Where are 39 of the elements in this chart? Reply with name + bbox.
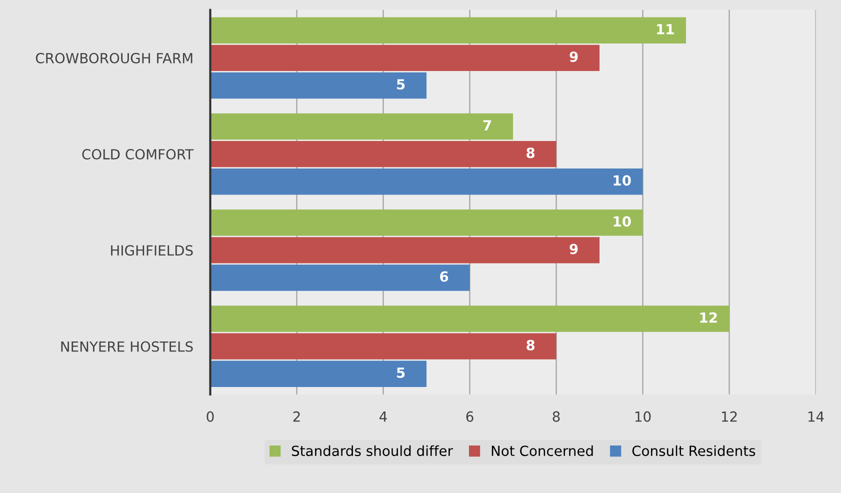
legend-label: Consult Residents (632, 445, 756, 456)
bar (210, 72, 427, 99)
data-label: 9 (570, 244, 578, 254)
data-label: 10 (614, 216, 631, 227)
data-label: 8 (526, 148, 535, 158)
x-tick-label: 10 (635, 411, 651, 422)
data-label: 5 (397, 368, 405, 378)
bar (210, 360, 427, 387)
bar (210, 237, 600, 264)
bar (210, 17, 686, 44)
data-label: 5 (397, 79, 405, 90)
x-tick-label: 6 (466, 411, 474, 422)
bar (210, 44, 600, 72)
legend-label: Standards should differ (292, 445, 453, 456)
bar (210, 168, 643, 195)
x-tick-label: 0 (206, 411, 214, 422)
x-tick-label: 8 (552, 411, 560, 422)
y-tick-label: NENYERE HOSTELS (61, 341, 193, 352)
legend-label: Not Concerned (492, 445, 593, 456)
y-tick-label: CROWBOROUGH FARM (36, 52, 192, 64)
data-label: 9 (570, 51, 578, 62)
y-tick-label: COLD COMFORT (82, 149, 194, 160)
data-label: 11 (657, 24, 674, 34)
bar (210, 306, 730, 332)
bar (210, 210, 643, 236)
data-label: 7 (483, 120, 492, 130)
x-tick-label: 4 (380, 411, 387, 422)
bar (210, 333, 556, 360)
x-tick-label: 12 (722, 411, 737, 422)
x-tick-label: 14 (808, 411, 824, 422)
bar (210, 113, 514, 140)
data-label: 10 (614, 175, 631, 186)
data-label: 12 (700, 312, 717, 323)
y-tick-label: HIGHFIELDS (111, 245, 193, 256)
bar (210, 264, 470, 291)
x-tick-label: 2 (293, 411, 300, 422)
data-label: 8 (526, 340, 535, 350)
bar (210, 140, 556, 168)
data-label: 6 (440, 271, 448, 282)
